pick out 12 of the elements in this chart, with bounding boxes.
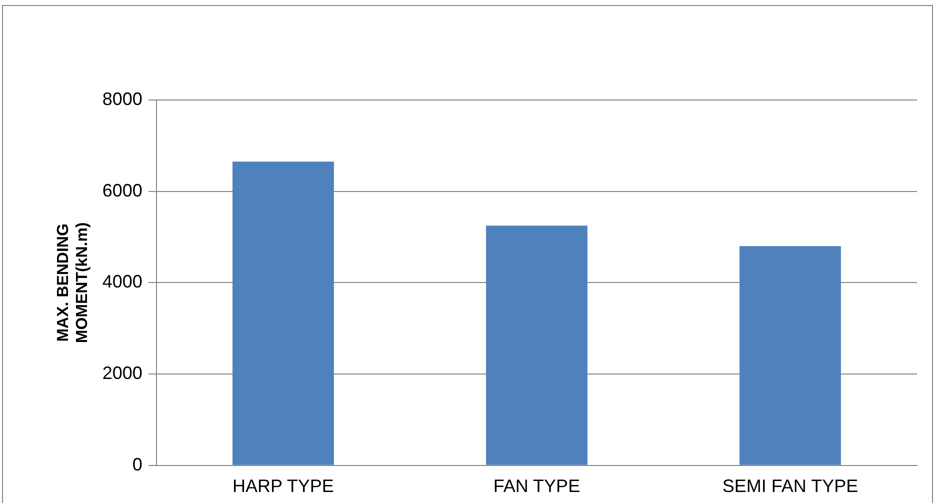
y-axis-title: MAX. BENDING MOMENT(kN.m) xyxy=(55,222,92,344)
y-tick-label: 2000 xyxy=(102,363,142,384)
bar xyxy=(232,162,334,465)
bar xyxy=(740,246,841,465)
y-tick-label: 0 xyxy=(132,454,142,474)
y-tick-label: 6000 xyxy=(102,180,142,200)
bar xyxy=(486,226,588,465)
y-tick-label: 8000 xyxy=(102,88,142,109)
y-tick-label: 4000 xyxy=(102,272,142,292)
x-tick-label: HARP TYPE xyxy=(232,476,334,496)
x-tick-label: SEMI FAN TYPE xyxy=(722,476,858,496)
x-tick-label: FAN TYPE xyxy=(493,476,580,496)
